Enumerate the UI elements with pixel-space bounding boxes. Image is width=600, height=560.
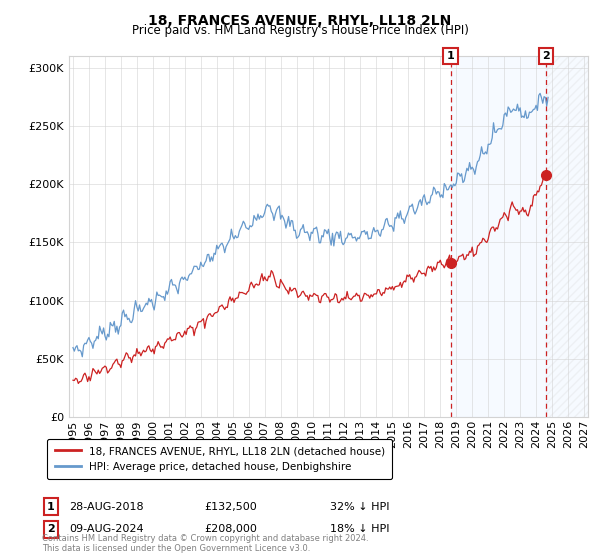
Legend: 18, FRANCES AVENUE, RHYL, LL18 2LN (detached house), HPI: Average price, detache: 18, FRANCES AVENUE, RHYL, LL18 2LN (deta… xyxy=(47,439,392,479)
Text: 09-AUG-2024: 09-AUG-2024 xyxy=(69,524,143,534)
Text: 32% ↓ HPI: 32% ↓ HPI xyxy=(330,502,389,512)
Text: 28-AUG-2018: 28-AUG-2018 xyxy=(69,502,143,512)
Text: 2: 2 xyxy=(542,51,550,61)
Text: 2: 2 xyxy=(47,524,55,534)
Text: 1: 1 xyxy=(47,502,55,512)
Text: Price paid vs. HM Land Registry's House Price Index (HPI): Price paid vs. HM Land Registry's House … xyxy=(131,24,469,37)
Text: 18, FRANCES AVENUE, RHYL, LL18 2LN: 18, FRANCES AVENUE, RHYL, LL18 2LN xyxy=(148,14,452,28)
Text: 1: 1 xyxy=(447,51,455,61)
Text: Contains HM Land Registry data © Crown copyright and database right 2024.
This d: Contains HM Land Registry data © Crown c… xyxy=(42,534,368,553)
Text: £208,000: £208,000 xyxy=(204,524,257,534)
Text: £132,500: £132,500 xyxy=(204,502,257,512)
Bar xyxy=(451,56,546,417)
Bar xyxy=(546,56,588,417)
Text: 18% ↓ HPI: 18% ↓ HPI xyxy=(330,524,389,534)
